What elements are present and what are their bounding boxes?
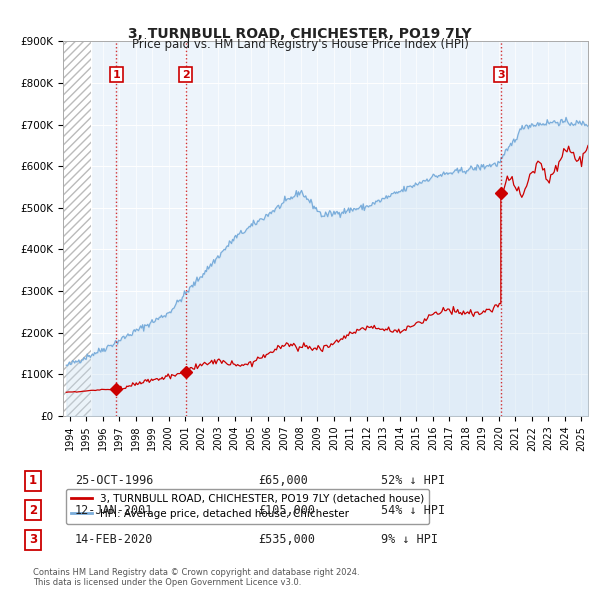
Text: 1: 1 — [112, 70, 120, 80]
Text: 9% ↓ HPI: 9% ↓ HPI — [381, 533, 438, 546]
Text: 3, TURNBULL ROAD, CHICHESTER, PO19 7LY: 3, TURNBULL ROAD, CHICHESTER, PO19 7LY — [128, 27, 472, 41]
Bar — [63, 41, 91, 416]
Bar — [63, 41, 91, 416]
Text: 2: 2 — [182, 70, 190, 80]
Text: 52% ↓ HPI: 52% ↓ HPI — [381, 474, 445, 487]
Legend: 3, TURNBULL ROAD, CHICHESTER, PO19 7LY (detached house), HPI: Average price, det: 3, TURNBULL ROAD, CHICHESTER, PO19 7LY (… — [65, 489, 430, 525]
Text: £105,000: £105,000 — [258, 504, 315, 517]
Text: 3: 3 — [29, 533, 37, 546]
Text: £535,000: £535,000 — [258, 533, 315, 546]
Text: Contains HM Land Registry data © Crown copyright and database right 2024.
This d: Contains HM Land Registry data © Crown c… — [33, 568, 359, 587]
Text: 3: 3 — [497, 70, 505, 80]
Text: Price paid vs. HM Land Registry's House Price Index (HPI): Price paid vs. HM Land Registry's House … — [131, 38, 469, 51]
Text: 14-FEB-2020: 14-FEB-2020 — [75, 533, 154, 546]
Text: 12-JAN-2001: 12-JAN-2001 — [75, 504, 154, 517]
Text: 2: 2 — [29, 504, 37, 517]
Text: 25-OCT-1996: 25-OCT-1996 — [75, 474, 154, 487]
Text: 54% ↓ HPI: 54% ↓ HPI — [381, 504, 445, 517]
Text: 1: 1 — [29, 474, 37, 487]
Text: £65,000: £65,000 — [258, 474, 308, 487]
